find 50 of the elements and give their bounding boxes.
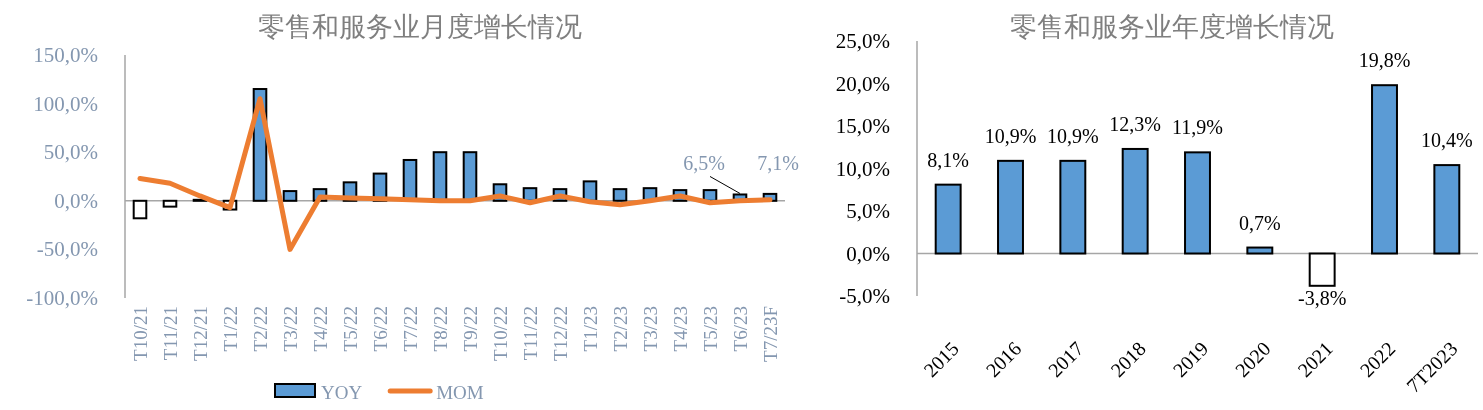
legend-label: YOY [321,382,363,403]
chart-title: 零售和服务业年度增长情况 [1009,12,1334,42]
data-label: 12,3% [1109,112,1161,135]
x-tick-label: T5/22 [340,306,361,352]
data-label: 0,7% [1239,211,1281,234]
x-tick-label: T6/23 [730,306,751,352]
y-tick-label: -100,0% [26,286,98,310]
x-tick-label: T12/21 [190,306,211,361]
data-label: -3,8% [1298,286,1347,309]
y-tick-label: 25,0% [835,29,890,53]
x-tick-label: T7/22 [400,306,421,352]
x-tick-label: T9/22 [460,306,481,352]
x-tick-label: T5/23 [700,306,721,352]
data-label: 6,5% [683,152,725,175]
x-tick-label: T12/22 [550,306,571,361]
x-tick-label: T10/22 [490,306,511,361]
y-tick-label: 0,0% [846,241,890,266]
data-label: 10,9% [1047,124,1099,147]
y-tick-label: -5,0% [839,284,890,308]
x-tick-label: T6/22 [370,306,391,352]
y-tick-label: 0,0% [54,188,98,213]
y-tick-label: 100,0% [33,91,98,116]
x-tick-label: T4/22 [310,306,331,352]
x-tick-label: T4/23 [670,306,691,352]
x-tick-label: T10/21 [130,306,151,361]
x-tick-label: T3/23 [640,306,661,352]
legend-label: MOM [436,382,484,403]
x-tick-label: T1/22 [220,306,241,352]
x-tick-label: T3/22 [280,306,301,352]
x-tick-label: T1/23 [580,306,601,352]
x-tick-label: T2/23 [610,306,631,352]
data-label: 8,1% [927,148,969,171]
data-label: 7,1% [757,151,799,174]
x-tick-label: T7/23F [760,306,781,362]
x-tick-label: T8/22 [430,306,451,352]
data-label: 11,9% [1172,116,1223,139]
y-tick-label: -50,0% [36,237,98,262]
data-label: 10,9% [984,124,1037,147]
x-tick-label: T2/22 [250,306,271,352]
y-tick-label: 5,0% [846,199,890,223]
data-label: 19,8% [1358,49,1411,72]
x-tick-label: T11/21 [160,306,181,361]
y-tick-label: 15,0% [835,114,890,138]
chart-title: 零售和服务业月度增长情况 [258,12,582,42]
x-tick-label: T11/22 [520,306,541,361]
y-tick-label: 10,0% [835,156,890,181]
y-tick-label: 50,0% [43,140,98,165]
y-tick-label: 20,0% [835,71,890,96]
y-tick-label: 150,0% [33,43,98,67]
data-label: 10,4% [1421,129,1473,152]
